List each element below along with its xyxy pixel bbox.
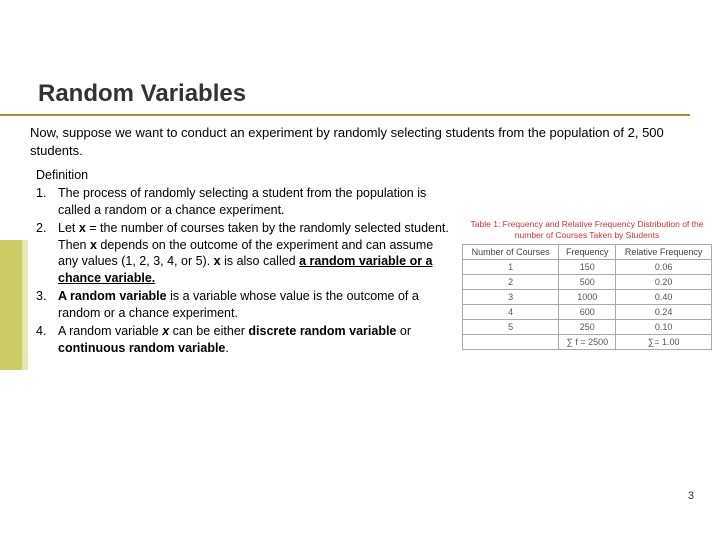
definition-block: Definition 1. The process of randomly se… xyxy=(36,167,462,358)
content-row: Definition 1. The process of randomly se… xyxy=(0,167,720,358)
table-row: 52500.10 xyxy=(463,320,712,335)
slide-title: Random Variables xyxy=(0,0,690,116)
definition-item-3: 3. A random variable is a variable whose… xyxy=(36,288,456,322)
item-body: The process of randomly selecting a stud… xyxy=(58,185,456,219)
item-body: A random variable is a variable whose va… xyxy=(58,288,456,322)
table-row: 310000.40 xyxy=(463,290,712,305)
item-body: Let x = the number of courses taken by t… xyxy=(58,220,456,288)
table-footer-row: ∑ f = 2500∑= 1.00 xyxy=(463,335,712,350)
table-row: 11500.06 xyxy=(463,260,712,275)
definition-item-4: 4. A random variable x can be either dis… xyxy=(36,323,456,357)
table-caption: Table 1: Frequency and Relative Frequenc… xyxy=(462,219,712,240)
table-header: Frequency xyxy=(559,245,616,260)
side-accent-bar-light xyxy=(22,240,28,370)
item-number: 3. xyxy=(36,288,58,322)
item-number: 1. xyxy=(36,185,58,219)
definition-item-1: 1. The process of randomly selecting a s… xyxy=(36,185,456,219)
table-row: 46000.24 xyxy=(463,305,712,320)
item-number: 4. xyxy=(36,323,58,357)
item-body: A random variable x can be either discre… xyxy=(58,323,456,357)
intro-text: Now, suppose we want to conduct an exper… xyxy=(0,124,720,167)
table-header: Relative Frequency xyxy=(616,245,712,260)
table-header-row: Number of Courses Frequency Relative Fre… xyxy=(463,245,712,260)
item-number: 2. xyxy=(36,220,58,288)
frequency-table-block: Table 1: Frequency and Relative Frequenc… xyxy=(462,167,712,358)
side-accent-bar xyxy=(0,240,22,370)
table-row: 25000.20 xyxy=(463,275,712,290)
table-header: Number of Courses xyxy=(463,245,559,260)
definition-heading: Definition xyxy=(36,167,456,184)
page-number: 3 xyxy=(688,490,694,502)
frequency-table: Number of Courses Frequency Relative Fre… xyxy=(462,244,712,350)
definition-item-2: 2. Let x = the number of courses taken b… xyxy=(36,220,456,288)
